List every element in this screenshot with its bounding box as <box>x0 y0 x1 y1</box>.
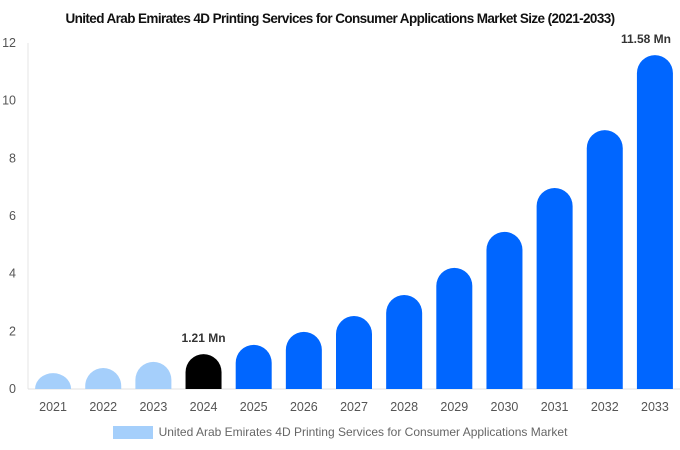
x-tick-label: 2022 <box>89 400 117 414</box>
bar-2030 <box>486 231 523 389</box>
bar-2031 <box>536 188 573 389</box>
x-tick-label: 2030 <box>491 400 519 414</box>
y-tick-label: 12 <box>2 36 16 50</box>
y-tick-label: 0 <box>9 382 16 396</box>
y-tick-label: 10 <box>2 94 16 108</box>
y-tick-label: 6 <box>9 209 16 223</box>
x-tick-label: 2031 <box>541 400 569 414</box>
y-tick-label: 8 <box>9 151 16 165</box>
legend: United Arab Emirates 4D Printing Service… <box>0 425 680 439</box>
x-tick-label: 2024 <box>190 400 218 414</box>
bar-2024 <box>185 354 222 389</box>
y-tick-label: 2 <box>9 324 16 338</box>
bar-2033 <box>636 55 673 389</box>
legend-label: United Arab Emirates 4D Printing Service… <box>158 425 568 439</box>
data-label-2033: 11.58 Mn <box>621 32 671 46</box>
y-tick-label: 4 <box>9 267 16 281</box>
x-tick-label: 2027 <box>340 400 368 414</box>
bar-2032 <box>586 130 623 389</box>
bar-2028 <box>386 295 423 389</box>
x-tick-label: 2033 <box>641 400 669 414</box>
x-tick-label: 2032 <box>591 400 619 414</box>
x-tick-label: 2026 <box>290 400 318 414</box>
chart-title: United Arab Emirates 4D Printing Service… <box>65 11 615 26</box>
bar-2027 <box>336 316 372 389</box>
x-tick-label: 2023 <box>139 400 167 414</box>
x-tick-label: 2021 <box>39 400 67 414</box>
x-tick-label: 2028 <box>390 400 418 414</box>
x-tick-label: 2025 <box>240 400 268 414</box>
data-label-2024: 1.21 Mn <box>182 331 226 345</box>
bar-2026 <box>285 331 322 389</box>
bar-2022 <box>85 367 122 389</box>
bar-2021 <box>35 373 72 389</box>
legend-swatch <box>112 425 153 439</box>
bar-2023 <box>135 361 172 389</box>
bar-2025 <box>235 344 272 389</box>
bar-2029 <box>436 267 473 389</box>
x-tick-label: 2029 <box>440 400 468 414</box>
